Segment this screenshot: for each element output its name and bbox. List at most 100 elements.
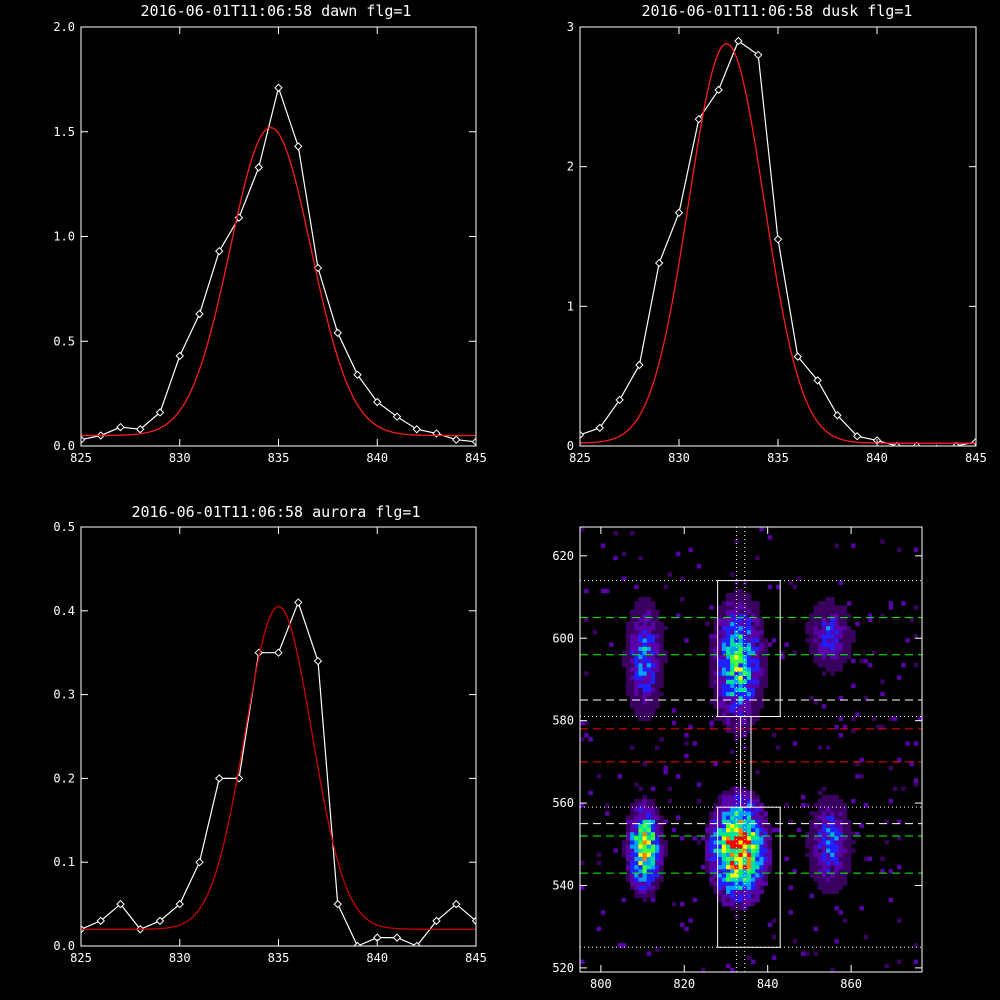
region-box [740, 716, 752, 808]
heatmap-pixel [659, 864, 664, 870]
heatmap-pixel [763, 650, 768, 656]
heatmap-pixel [817, 864, 823, 870]
heatmap-pixel [621, 852, 627, 857]
heatmap-pixel [725, 642, 731, 647]
heatmap-pixel [830, 667, 835, 672]
heatmap-pixel [788, 910, 794, 915]
heatmap-pixel [634, 601, 639, 606]
heatmap-pixel [776, 584, 781, 590]
heatmap-pixel [630, 679, 635, 684]
heatmap-pixel [721, 671, 727, 676]
heatmap-pixel [738, 807, 743, 812]
heatmap-pixel [709, 848, 714, 853]
heatmap-pixel [834, 823, 839, 829]
heatmap-pixel [855, 621, 860, 627]
heatmap-pixel [655, 650, 660, 656]
heatmap-pixel [738, 848, 743, 853]
heatmap-pixel [846, 860, 852, 866]
aurora-data-point [175, 899, 184, 909]
heatmap-pixel [725, 679, 731, 684]
heatmap-pixel [721, 803, 727, 808]
heatmap-pixel [625, 642, 631, 647]
heatmap-pixel [730, 794, 735, 800]
heatmap-pixel [755, 873, 760, 878]
heatmap-pixel [675, 551, 681, 557]
dusk-data-point [852, 432, 862, 441]
heatmap-pixel [655, 819, 660, 824]
heatmap-pixel [846, 650, 852, 656]
heatmap-pixel [851, 630, 856, 635]
dawn-data-point [254, 163, 263, 172]
heatmap-pixel [734, 671, 739, 676]
heatmap-pixel [821, 827, 827, 833]
heatmap-pixel [738, 712, 743, 717]
heatmap-pixel [759, 860, 764, 866]
heatmap-pixel [625, 671, 631, 676]
heatmap-pixel [821, 836, 827, 841]
heatmap-pixel [763, 811, 768, 816]
heatmap-pixel [642, 893, 648, 899]
heatmap-pixel [700, 967, 706, 972]
heatmap-pixel [834, 844, 839, 849]
heatmap-pixel [746, 852, 752, 857]
heatmap-pixel [725, 840, 731, 845]
heatmap-pixel [809, 650, 814, 656]
heatmap-pixel [730, 572, 735, 577]
heatmap-pixel [763, 815, 768, 820]
heatmap-pixel [751, 695, 756, 701]
heatmap-pixel [634, 798, 639, 804]
heatmap-pixel [655, 704, 660, 709]
heatmap-pixel [792, 741, 798, 746]
heatmap-pixel [713, 860, 718, 866]
heatmap-pixel [751, 646, 756, 651]
heatmap-pixel [805, 803, 810, 808]
heatmap-pixel [721, 823, 727, 829]
heatmap-pixel [746, 625, 752, 631]
heatmap-pixel [725, 963, 731, 969]
heatmap-pixel [738, 609, 743, 614]
heatmap-pixel [763, 671, 768, 676]
heatmap-pixel [834, 840, 839, 845]
heatmap-pixel [859, 823, 864, 829]
heatmap-pixel [817, 848, 823, 853]
heatmap-pixel [713, 844, 718, 849]
heatmap-pixel [746, 873, 752, 878]
heatmap-pixel [630, 864, 635, 870]
heatmap-pixel [738, 852, 743, 857]
heatmap-pixel [809, 695, 814, 701]
heatmap-pixel [767, 856, 773, 862]
dawn-plot-title: 2016-06-01T11:06:58 dawn flg=1 [141, 2, 412, 20]
heatmap-pixel [730, 831, 735, 837]
heatmap-pixel [650, 609, 656, 614]
heatmap-pixel [650, 807, 656, 812]
heatmap-pixel [655, 947, 660, 952]
heatmap-pixel [721, 634, 727, 639]
heatmap-pixel [646, 708, 652, 713]
heatmap-pixel [646, 630, 652, 635]
heatmap-pixel [821, 634, 827, 639]
heatmap-pixel [846, 836, 852, 841]
heatmap-pixel [713, 704, 718, 709]
heatmap-pixel [759, 671, 764, 676]
heatmap-pixel [751, 860, 756, 866]
heatmap-pixel [684, 741, 689, 746]
heatmap-pixel [650, 704, 656, 709]
heatmap-pixel [655, 679, 660, 684]
heatmap-pixel [659, 868, 664, 874]
heatmap-pixel [638, 691, 643, 697]
heatmap-pixel [805, 852, 810, 857]
heatmap-pixel [763, 881, 768, 886]
heatmap-pixel [705, 844, 710, 849]
heatmap-pixel [809, 864, 814, 870]
heatmap-pixel [813, 613, 819, 618]
heatmap-pixel [709, 860, 714, 866]
heatmap-pixel [830, 798, 835, 804]
heatmap-pixel [855, 774, 860, 779]
heatmap-pixel [663, 840, 668, 845]
heatmap-pixel [821, 868, 827, 874]
heatmap-pixel [650, 860, 656, 866]
heatmap-pixel [663, 658, 668, 664]
heatmap-pixel [638, 634, 643, 639]
heatmap-pixel [863, 658, 869, 664]
heatmap-pixel [625, 662, 631, 668]
